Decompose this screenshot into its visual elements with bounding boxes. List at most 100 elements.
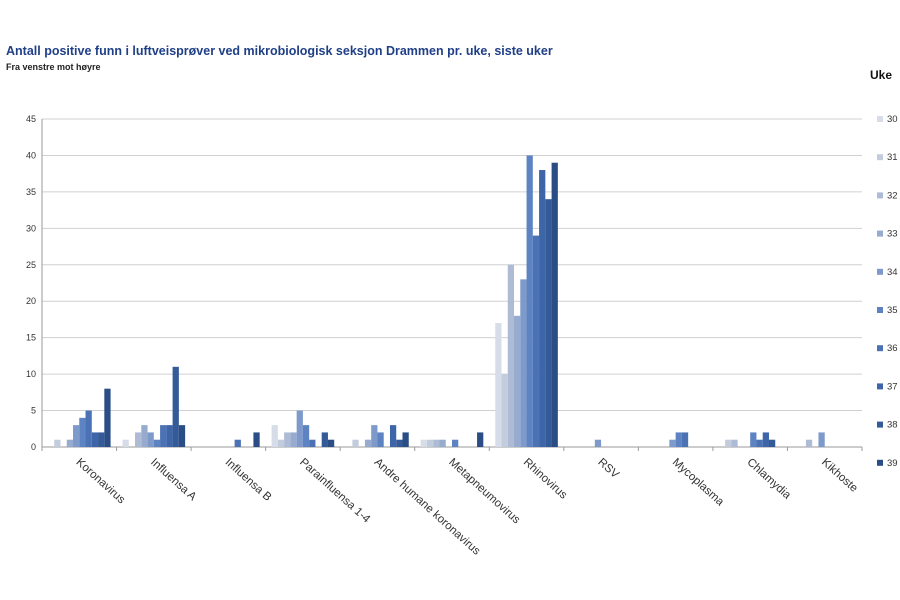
bar xyxy=(141,425,148,447)
bar xyxy=(514,315,521,447)
bar xyxy=(594,439,602,447)
bar xyxy=(352,439,359,447)
bar xyxy=(501,374,508,447)
bar xyxy=(420,439,427,447)
legend: 30 31 32 33 34 35 36 37 38 39 xyxy=(877,114,898,469)
bar xyxy=(73,425,80,447)
x-tick-label: Kikhoste xyxy=(819,456,860,494)
chart-subtitle: Fra venstre mot høyre xyxy=(6,62,101,72)
bar xyxy=(66,439,74,447)
bar xyxy=(104,388,111,447)
legend-swatch xyxy=(877,268,883,275)
bar xyxy=(147,432,154,447)
bar xyxy=(681,432,689,447)
legend-swatch xyxy=(877,459,883,466)
bar xyxy=(277,439,285,447)
bar xyxy=(122,439,129,447)
legend-label: 35 xyxy=(887,305,898,316)
y-tick-label: 45 xyxy=(26,114,36,124)
y-tick-label: 25 xyxy=(26,260,36,270)
legend-swatch xyxy=(877,192,883,199)
x-tick-label: Influensa B xyxy=(223,456,274,504)
bar xyxy=(302,425,310,447)
bar xyxy=(675,432,682,447)
bar xyxy=(756,439,763,447)
bar xyxy=(85,410,92,447)
bar xyxy=(768,439,776,447)
bar xyxy=(160,425,167,447)
y-tick-label: 10 xyxy=(26,369,36,379)
legend-swatch xyxy=(877,383,883,390)
x-axis: Koronavirus Influensa A Influensa B Parainf… xyxy=(41,447,863,558)
y-tick-label: 0 xyxy=(31,442,36,452)
bar xyxy=(98,432,105,447)
chart-title: Antall positive funn i luftveisprøver ve… xyxy=(6,44,553,58)
legend-swatch xyxy=(877,421,883,428)
bars xyxy=(54,155,825,448)
bar xyxy=(327,439,335,447)
y-axis: 0 5 10 15 20 25 30 35 40 45 xyxy=(26,114,43,452)
bar xyxy=(725,439,732,447)
y-tick-label: 35 xyxy=(26,187,36,197)
bar xyxy=(54,439,61,447)
bar xyxy=(296,410,303,447)
bar xyxy=(371,425,378,447)
bar xyxy=(426,439,434,447)
bar xyxy=(172,366,179,447)
legend-label: 32 xyxy=(887,190,898,201)
bar xyxy=(477,432,484,447)
legend-label: 38 xyxy=(887,420,898,431)
bar xyxy=(396,439,403,447)
bar xyxy=(507,264,515,447)
y-tick-label: 30 xyxy=(26,223,36,233)
bar xyxy=(433,439,440,447)
x-tick-label: Influensa A xyxy=(148,456,199,503)
bar xyxy=(91,432,99,447)
bar xyxy=(526,155,533,447)
y-tick-label: 20 xyxy=(26,296,36,306)
legend-label: 37 xyxy=(887,381,898,392)
bar xyxy=(452,439,459,447)
bar xyxy=(669,439,676,447)
legend-swatch xyxy=(877,307,883,313)
bar xyxy=(402,432,409,447)
bar xyxy=(166,425,173,447)
legend-swatch xyxy=(877,345,883,352)
bar xyxy=(253,432,260,447)
bar xyxy=(309,439,316,447)
x-tick-label: Metapneumovirus xyxy=(446,456,522,526)
bar xyxy=(495,323,502,447)
bar xyxy=(389,425,397,447)
legend-label: 34 xyxy=(887,267,898,278)
bar xyxy=(762,432,769,447)
bar xyxy=(545,199,552,447)
y-tick-label: 40 xyxy=(26,150,36,160)
legend-label: 39 xyxy=(887,458,898,469)
bar xyxy=(539,170,546,447)
legend-label: 36 xyxy=(887,343,898,354)
bar xyxy=(271,425,278,447)
x-tick-label: RSV xyxy=(595,456,621,481)
bar xyxy=(731,439,738,447)
legend-label: 30 xyxy=(887,114,898,125)
bar xyxy=(377,432,384,447)
bar xyxy=(79,417,86,447)
bar xyxy=(439,439,446,447)
legend-swatch xyxy=(877,154,883,161)
x-tick-label: Chlamydia xyxy=(744,456,793,502)
bar xyxy=(364,439,372,447)
bar xyxy=(818,432,825,447)
bar xyxy=(805,439,813,447)
bar xyxy=(551,162,558,448)
x-tick-label: Koronavirus xyxy=(74,456,128,506)
legend-label: 33 xyxy=(887,229,898,240)
y-tick-label: 15 xyxy=(26,333,36,343)
legend-label: 31 xyxy=(887,152,898,163)
bar xyxy=(750,432,757,447)
bar xyxy=(135,432,142,447)
bar xyxy=(178,425,186,447)
y-tick-label: 5 xyxy=(31,406,36,416)
legend-title: Uke xyxy=(870,68,893,82)
gridlines xyxy=(42,118,862,448)
